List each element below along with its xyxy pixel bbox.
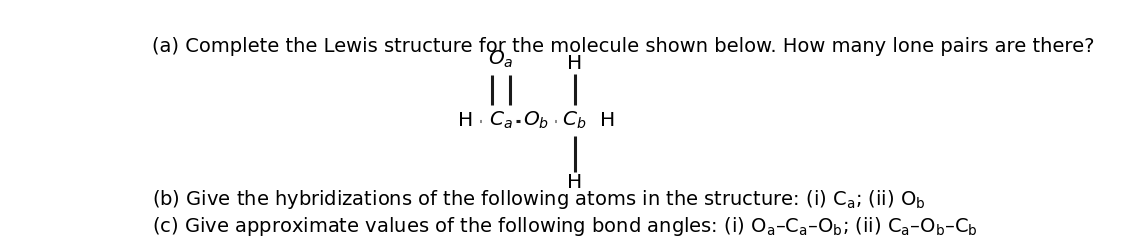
Text: (b) Give the hybridizations of the following atoms in the structure: (i) C$\math: (b) Give the hybridizations of the follo… — [152, 188, 926, 211]
Text: $C_b$: $C_b$ — [563, 110, 587, 131]
Text: H: H — [568, 54, 582, 73]
Text: $O_b$: $O_b$ — [523, 110, 549, 131]
Text: $C_a$: $C_a$ — [489, 110, 513, 131]
Text: H: H — [600, 111, 615, 130]
Text: (a) Complete the Lewis structure for the molecule shown below. How many lone pai: (a) Complete the Lewis structure for the… — [152, 37, 1095, 56]
Text: H: H — [457, 111, 473, 130]
Text: H: H — [568, 173, 582, 192]
Text: $O_a$: $O_a$ — [488, 49, 513, 70]
Text: (c) Give approximate values of the following bond angles: (i) O$\mathregular{_a}: (c) Give approximate values of the follo… — [152, 214, 978, 237]
